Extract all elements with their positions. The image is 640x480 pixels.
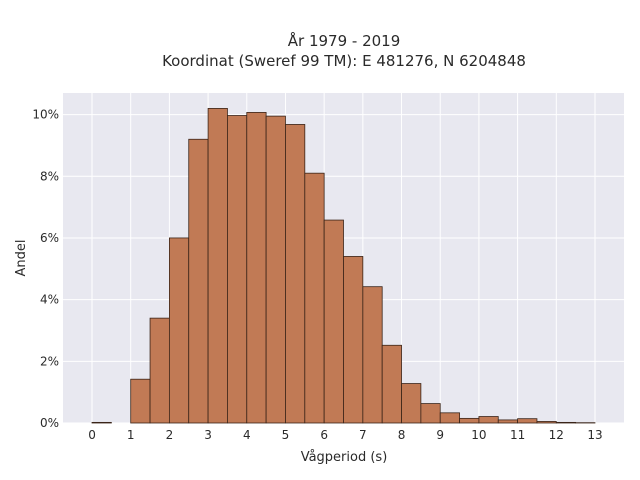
- x-tick-label: 7: [359, 428, 367, 442]
- histogram-bar: [91, 421, 112, 424]
- x-tick-label: 2: [166, 428, 174, 442]
- x-tick-label: 11: [510, 428, 525, 442]
- x-tick-label: 13: [587, 428, 602, 442]
- x-tick-label: 12: [549, 428, 564, 442]
- histogram-bar: [555, 421, 577, 424]
- histogram-bar: [536, 421, 557, 424]
- bars: [91, 108, 596, 424]
- y-tick-label: 8%: [40, 169, 59, 183]
- x-tick-label: 8: [398, 428, 406, 442]
- x-tick-label: 6: [320, 428, 328, 442]
- histogram-bar: [323, 219, 344, 424]
- x-axis-label: Vågperiod (s): [301, 450, 388, 465]
- histogram-bar: [265, 115, 286, 424]
- histogram-bar: [149, 317, 170, 424]
- histogram-bar: [381, 344, 402, 424]
- y-tick-label: 0%: [40, 416, 59, 430]
- histogram-bar: [285, 124, 306, 424]
- histogram-bar: [343, 256, 364, 424]
- histogram-bar: [439, 412, 460, 424]
- histogram-bar: [130, 378, 151, 424]
- y-tick-label: 2%: [40, 354, 59, 368]
- histogram-bar: [304, 172, 325, 424]
- histogram-bar: [168, 237, 190, 424]
- histogram-bar: [188, 138, 209, 424]
- histogram-bar: [478, 416, 499, 424]
- histogram-bar: [227, 115, 248, 424]
- histogram-bar: [420, 403, 441, 424]
- histogram-bar: [497, 419, 519, 424]
- y-axis-label: Andel: [14, 240, 29, 277]
- x-tick-label: 1: [127, 428, 135, 442]
- histogram-bar: [207, 108, 228, 424]
- y-tick-label: 10%: [32, 108, 59, 122]
- chart-title-line-2: Koordinat (Sweref 99 TM): E 481276, N 62…: [162, 52, 526, 70]
- chart-title-line-1: År 1979 - 2019: [288, 31, 401, 50]
- x-tick-label: 3: [204, 428, 212, 442]
- y-tick-label: 4%: [40, 293, 59, 307]
- x-tick-labels: 0 1 2 3 4 5 6 7 8 9 10 11 12 13: [88, 428, 602, 442]
- histogram-bar: [362, 286, 383, 424]
- y-tick-label: 6%: [40, 231, 59, 245]
- histogram-bar: [517, 418, 538, 424]
- x-tick-label: 0: [88, 428, 96, 442]
- x-tick-label: 4: [243, 428, 251, 442]
- x-tick-label: 5: [282, 428, 290, 442]
- x-tick-label: 9: [436, 428, 444, 442]
- y-tick-labels: 0% 2% 4% 6% 8% 10%: [32, 108, 59, 430]
- histogram-bar: [246, 112, 267, 424]
- histogram-bar: [459, 417, 480, 424]
- x-tick-label: 10: [471, 428, 486, 442]
- histogram-bar: [401, 383, 422, 424]
